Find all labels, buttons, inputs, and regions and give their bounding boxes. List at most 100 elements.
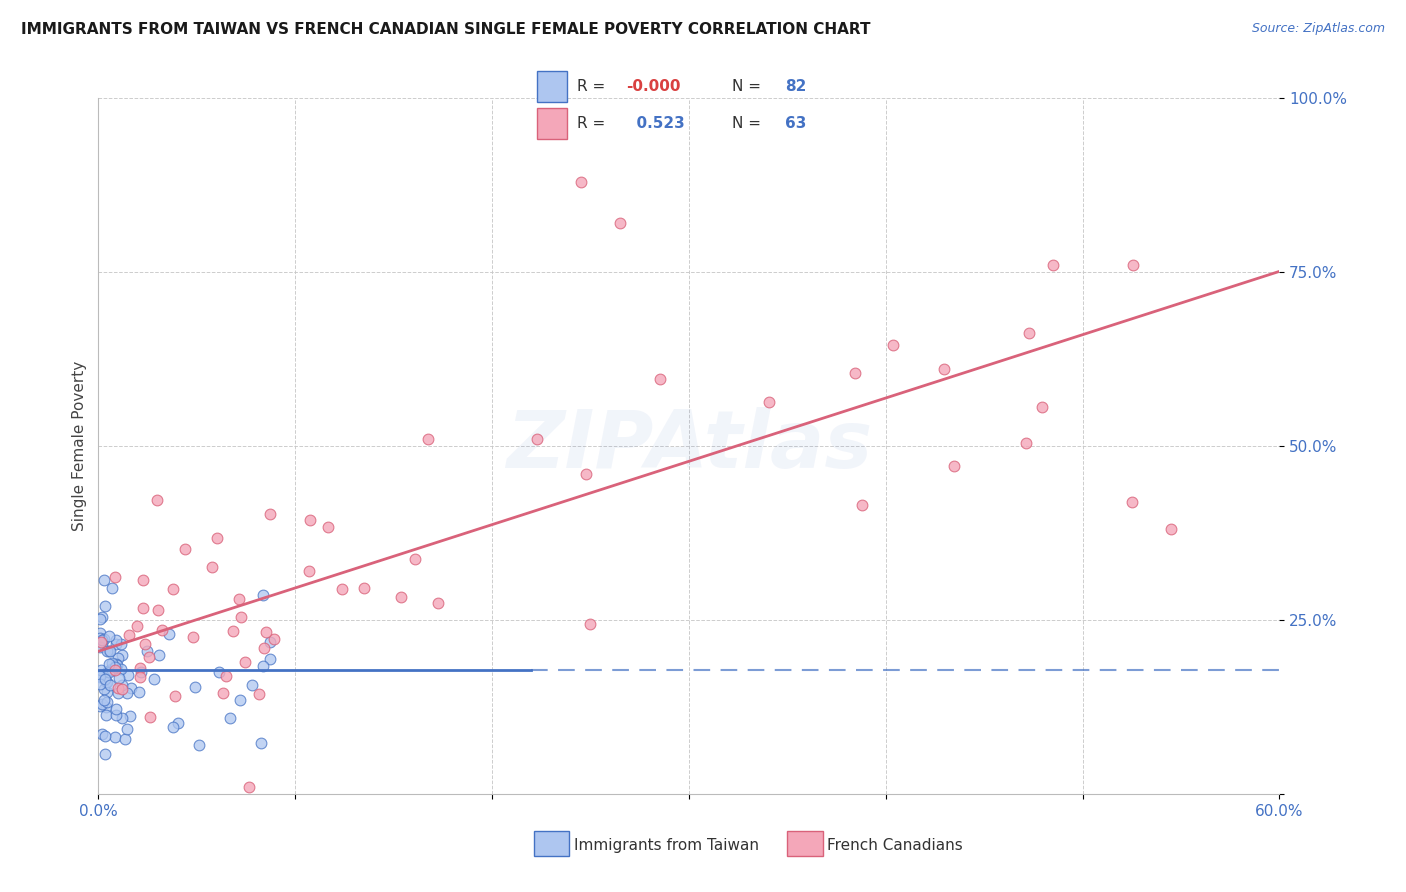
Text: N =: N =: [733, 116, 766, 131]
Point: [107, 651, 129, 665]
Point: [882, 338, 904, 352]
Point: [1018, 326, 1040, 341]
Point: [240, 678, 263, 692]
Point: [100, 662, 122, 676]
Point: [259, 635, 281, 649]
Point: [238, 780, 260, 794]
Point: [89, 677, 111, 691]
Point: [298, 564, 321, 578]
Point: [91, 636, 114, 650]
Point: [110, 637, 132, 651]
Point: [316, 520, 339, 534]
Point: [129, 665, 152, 679]
Text: Source: ZipAtlas.com: Source: ZipAtlas.com: [1251, 22, 1385, 36]
Text: ZIPAtlas: ZIPAtlas: [506, 407, 872, 485]
Point: [117, 668, 139, 682]
Point: [229, 609, 252, 624]
Point: [120, 708, 142, 723]
Point: [128, 685, 150, 699]
Point: [254, 624, 277, 639]
Text: 82: 82: [785, 79, 807, 94]
Point: [98, 643, 121, 657]
Point: [150, 624, 173, 638]
Point: [90, 632, 112, 647]
Point: [110, 662, 132, 676]
Y-axis label: Single Female Poverty: Single Female Poverty: [72, 361, 87, 531]
Point: [96, 674, 118, 689]
Point: [162, 720, 184, 734]
Point: [105, 658, 128, 673]
Point: [91, 727, 114, 741]
Point: [97, 644, 120, 658]
Point: [942, 458, 965, 473]
Text: 63: 63: [785, 116, 807, 131]
Point: [132, 600, 155, 615]
Point: [90, 635, 112, 649]
Point: [111, 648, 134, 662]
Point: [574, 467, 596, 481]
Point: [1122, 258, 1144, 272]
Point: [247, 687, 270, 701]
FancyBboxPatch shape: [537, 108, 567, 139]
Point: [416, 432, 439, 446]
Point: [229, 693, 252, 707]
Point: [118, 628, 141, 642]
Point: [96, 699, 118, 714]
Point: [219, 711, 242, 725]
Point: [201, 560, 224, 574]
Point: [89, 640, 111, 654]
Point: [1042, 258, 1064, 272]
Point: [117, 722, 139, 736]
Point: [98, 678, 121, 692]
Point: [120, 681, 142, 696]
Point: [111, 678, 134, 692]
Point: [94, 599, 117, 613]
Text: R =: R =: [576, 79, 610, 94]
Point: [107, 686, 129, 700]
Point: [184, 680, 207, 694]
Point: [90, 663, 112, 677]
Point: [758, 395, 780, 409]
Point: [1015, 436, 1038, 450]
Point: [404, 552, 426, 566]
Point: [107, 681, 129, 696]
Point: [96, 644, 118, 658]
Point: [569, 175, 592, 189]
Point: [96, 695, 118, 709]
Point: [134, 637, 156, 651]
Point: [128, 671, 150, 685]
Point: [135, 643, 157, 657]
Text: R =: R =: [576, 116, 610, 131]
Point: [187, 738, 209, 752]
Point: [114, 731, 136, 746]
Point: [138, 649, 160, 664]
Point: [1031, 401, 1053, 415]
Point: [650, 372, 672, 386]
Point: [263, 632, 285, 647]
Point: [89, 631, 111, 645]
Point: [162, 582, 184, 597]
Point: [108, 672, 131, 686]
Text: -0.000: -0.000: [627, 79, 681, 94]
Point: [233, 656, 256, 670]
Point: [167, 716, 190, 731]
Point: [110, 681, 132, 696]
Point: [222, 624, 245, 638]
Point: [253, 641, 276, 656]
Point: [157, 626, 180, 640]
Point: [89, 669, 111, 683]
Point: [579, 616, 602, 631]
Text: French Canadians: French Canadians: [827, 838, 963, 853]
Point: [96, 684, 118, 698]
Point: [228, 592, 250, 607]
Text: Immigrants from Taiwan: Immigrants from Taiwan: [574, 838, 759, 853]
Point: [101, 581, 124, 595]
Text: 0.523: 0.523: [627, 116, 685, 131]
Point: [94, 729, 117, 743]
Point: [89, 625, 111, 640]
Point: [103, 660, 125, 674]
Point: [100, 664, 122, 678]
Point: [89, 670, 111, 684]
Point: [98, 629, 121, 643]
Point: [181, 631, 204, 645]
